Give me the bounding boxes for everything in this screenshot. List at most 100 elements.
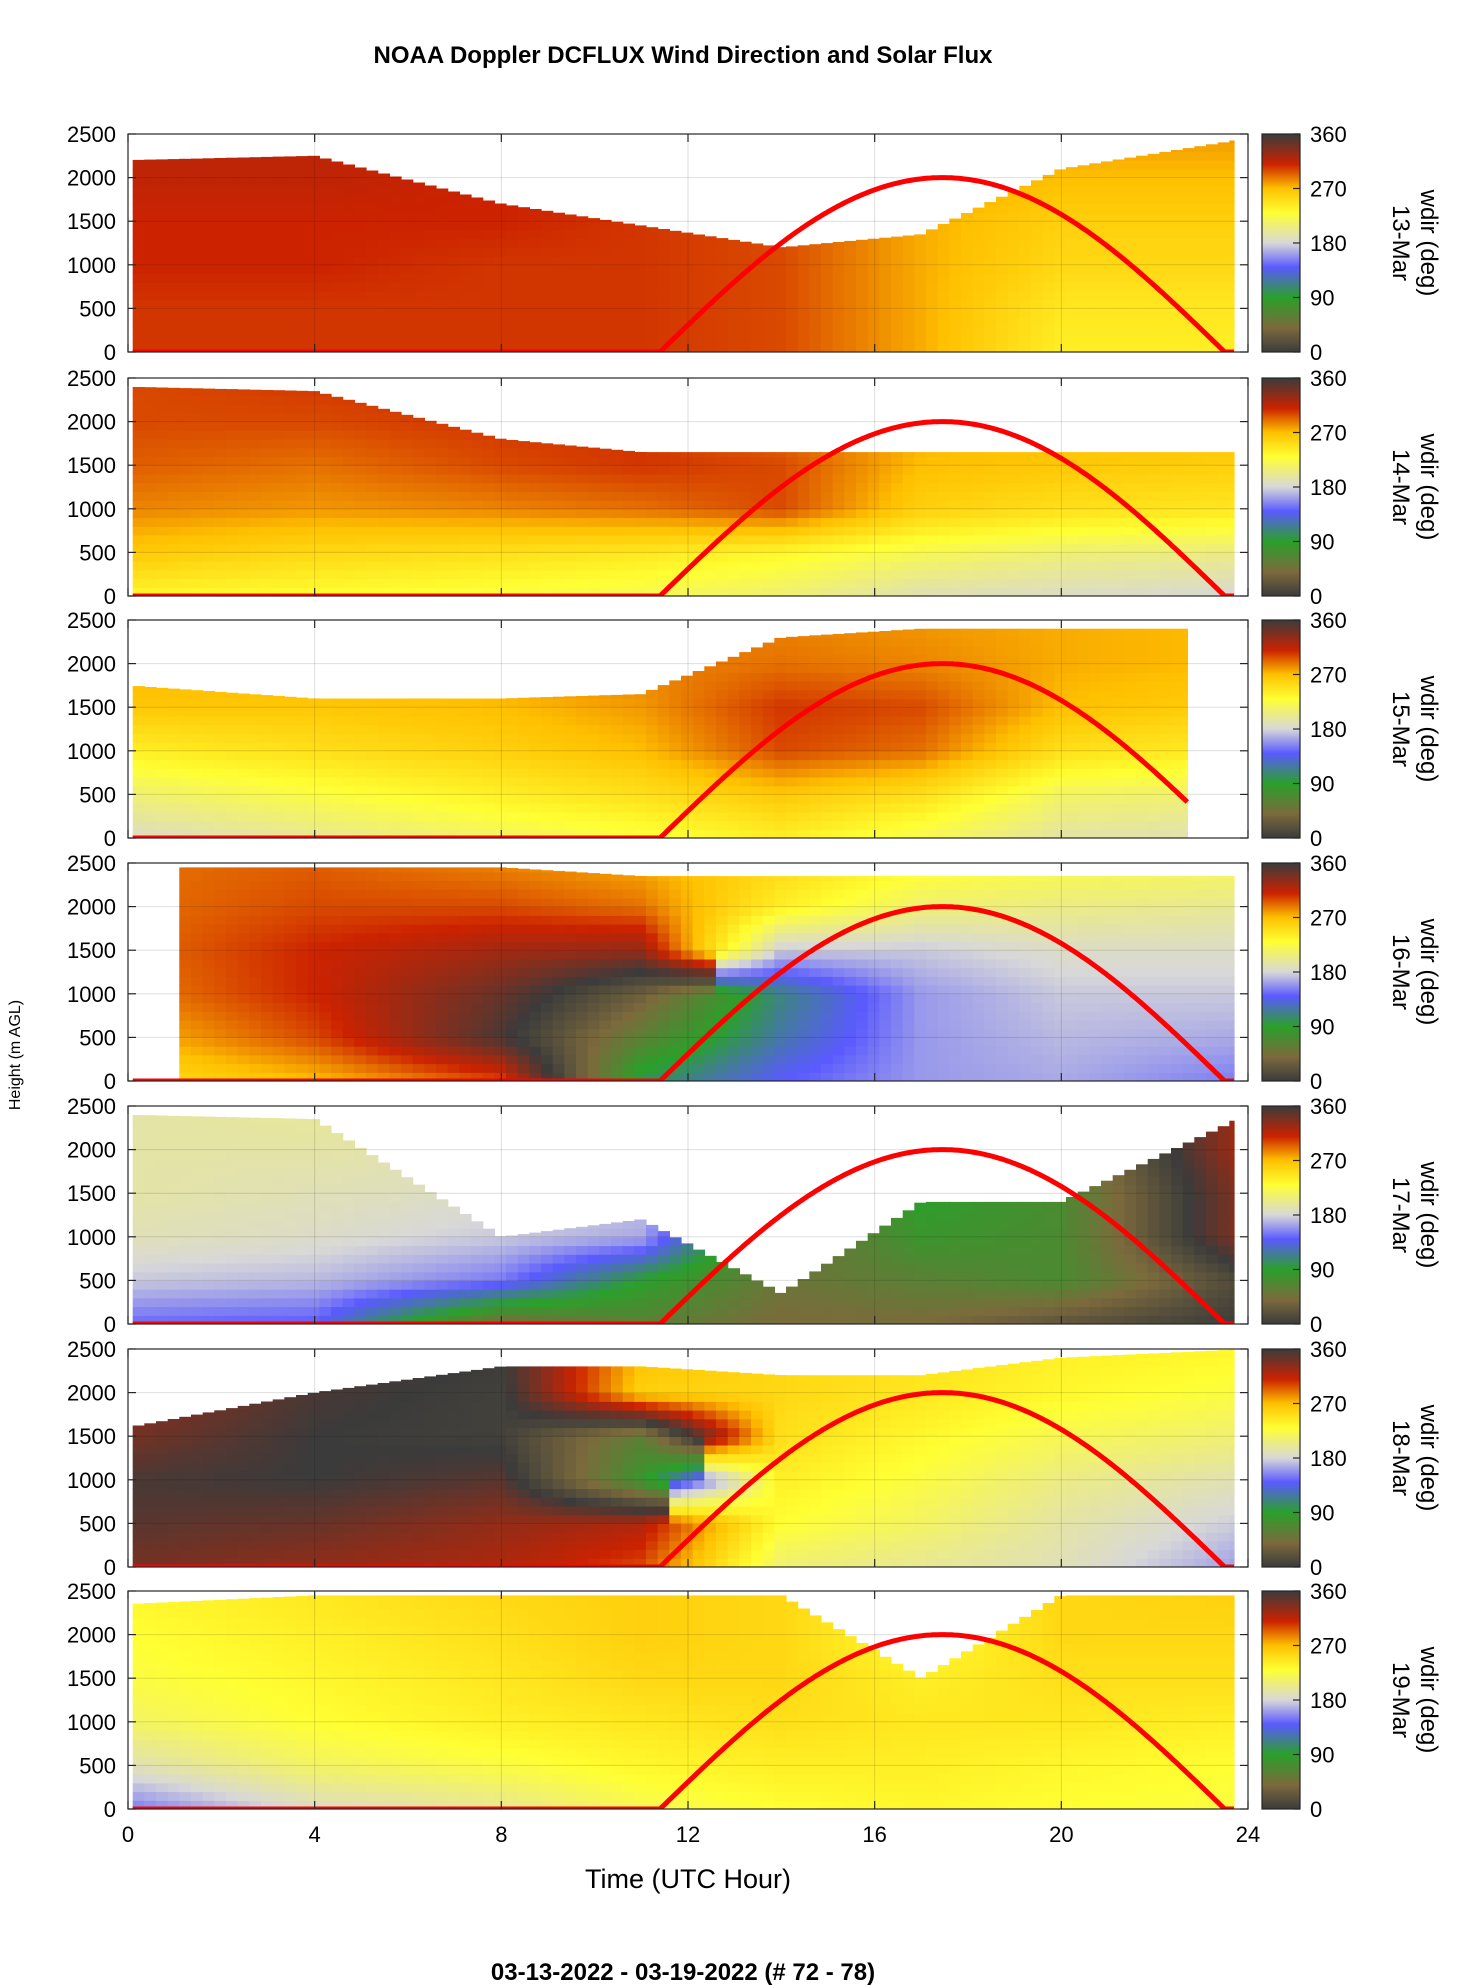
heatmap-cell [1136,229,1149,240]
heatmap-cell [832,820,845,830]
heatmap-cell [202,587,215,596]
heatmap-cell [272,291,285,301]
heatmap-cell [249,412,262,423]
heatmap-cell [424,447,437,458]
heatmap-cell [926,491,939,501]
heatmap-cell [552,325,565,336]
heatmap-cell [704,768,717,778]
heatmap-cell [506,325,519,336]
heatmap-cell [984,229,997,240]
heatmap-cell [949,299,962,309]
heatmap-cell [389,500,402,510]
heatmap-cell [611,543,624,553]
heatmap-cell [132,465,145,475]
heatmap-cell [914,672,927,682]
heatmap-cell [191,785,204,795]
heatmap-cell [727,452,740,458]
heatmap-cell [762,689,775,700]
heatmap-cell [1182,535,1195,545]
heatmap-cell [226,526,239,536]
heatmap-cell [984,203,997,214]
heatmap-cell [471,526,484,536]
heatmap-cell [517,785,530,795]
heatmap-cell [447,447,460,458]
heatmap-cell [319,820,332,830]
heatmap-cell [809,552,822,562]
heatmap-cell [809,325,822,336]
heatmap-cell [1194,491,1207,501]
heatmap-cell [774,291,787,301]
heatmap-cell [377,186,390,196]
heatmap-cell [237,742,250,752]
heatmap-cell [634,707,647,717]
heatmap-cell [867,334,880,344]
heatmap-cell [996,482,1009,492]
heatmap-cell [646,535,659,545]
heatmap-cell [1031,578,1044,588]
heatmap-cell [331,238,344,248]
heatmap-cell [436,299,449,309]
heatmap-cell [156,325,169,336]
heatmap-cell [844,543,857,553]
heatmap-cell [237,456,250,466]
heatmap-cell [1171,273,1184,283]
heatmap-cell [1101,578,1114,588]
heatmap-cell [867,482,880,492]
heatmap-cell [564,238,577,248]
heatmap-cell [459,282,472,292]
heatmap-cell [669,698,682,708]
heatmap-cell [342,430,355,440]
heatmap-cell [1112,212,1125,222]
heatmap-cell [1031,343,1044,352]
heatmap-cell [972,526,985,536]
heatmap-cell [202,698,215,708]
heatmap-cell [797,317,810,327]
heatmap-cell [1066,247,1079,257]
heatmap-cell [132,742,145,752]
heatmap-cell [249,543,262,553]
heatmap-cell [1217,491,1230,501]
heatmap-cell [844,803,857,813]
heatmap-cell [482,803,495,813]
heatmap-cell [1077,238,1090,248]
heatmap-cell [1147,517,1160,527]
heatmap-cell [867,273,880,283]
heatmap-cell [226,157,239,161]
heatmap-cell [914,264,927,275]
heatmap-cell [412,569,425,580]
heatmap-cell [1217,325,1230,336]
heatmap-cell [1101,212,1114,222]
heatmap-cell [564,491,577,501]
heatmap-cell [1101,334,1114,344]
heatmap-cell [1101,273,1114,283]
heatmap-cell [1031,452,1044,458]
heatmap-cell [599,543,612,553]
heatmap-cell [611,449,624,457]
heatmap-cell [202,343,215,352]
heatmap-cell [517,750,530,761]
heatmap-cell [1019,500,1032,510]
heatmap-cell [914,768,927,778]
heatmap-cell [646,820,659,830]
heatmap-cell [377,535,390,545]
heatmap-cell [389,508,402,519]
heatmap-cell [412,273,425,283]
heatmap-cell [296,820,309,830]
heatmap-cell [669,230,682,240]
heatmap-cell [646,452,659,458]
heatmap-cell [914,707,927,717]
heatmap-cell [331,273,344,283]
heatmap-cell [564,229,577,240]
heatmap-cell [856,803,869,813]
heatmap-cell [191,421,204,431]
heatmap-cell [436,733,449,743]
heatmap-cell [1159,334,1172,344]
heatmap-cell [447,715,460,726]
heatmap-cell [132,561,145,571]
heatmap-cell [366,733,379,743]
heatmap-cell [786,654,799,665]
heatmap-cell [622,535,635,545]
heatmap-cell [937,317,950,327]
heatmap-cell [1007,256,1020,266]
heatmap-cell [424,291,437,301]
